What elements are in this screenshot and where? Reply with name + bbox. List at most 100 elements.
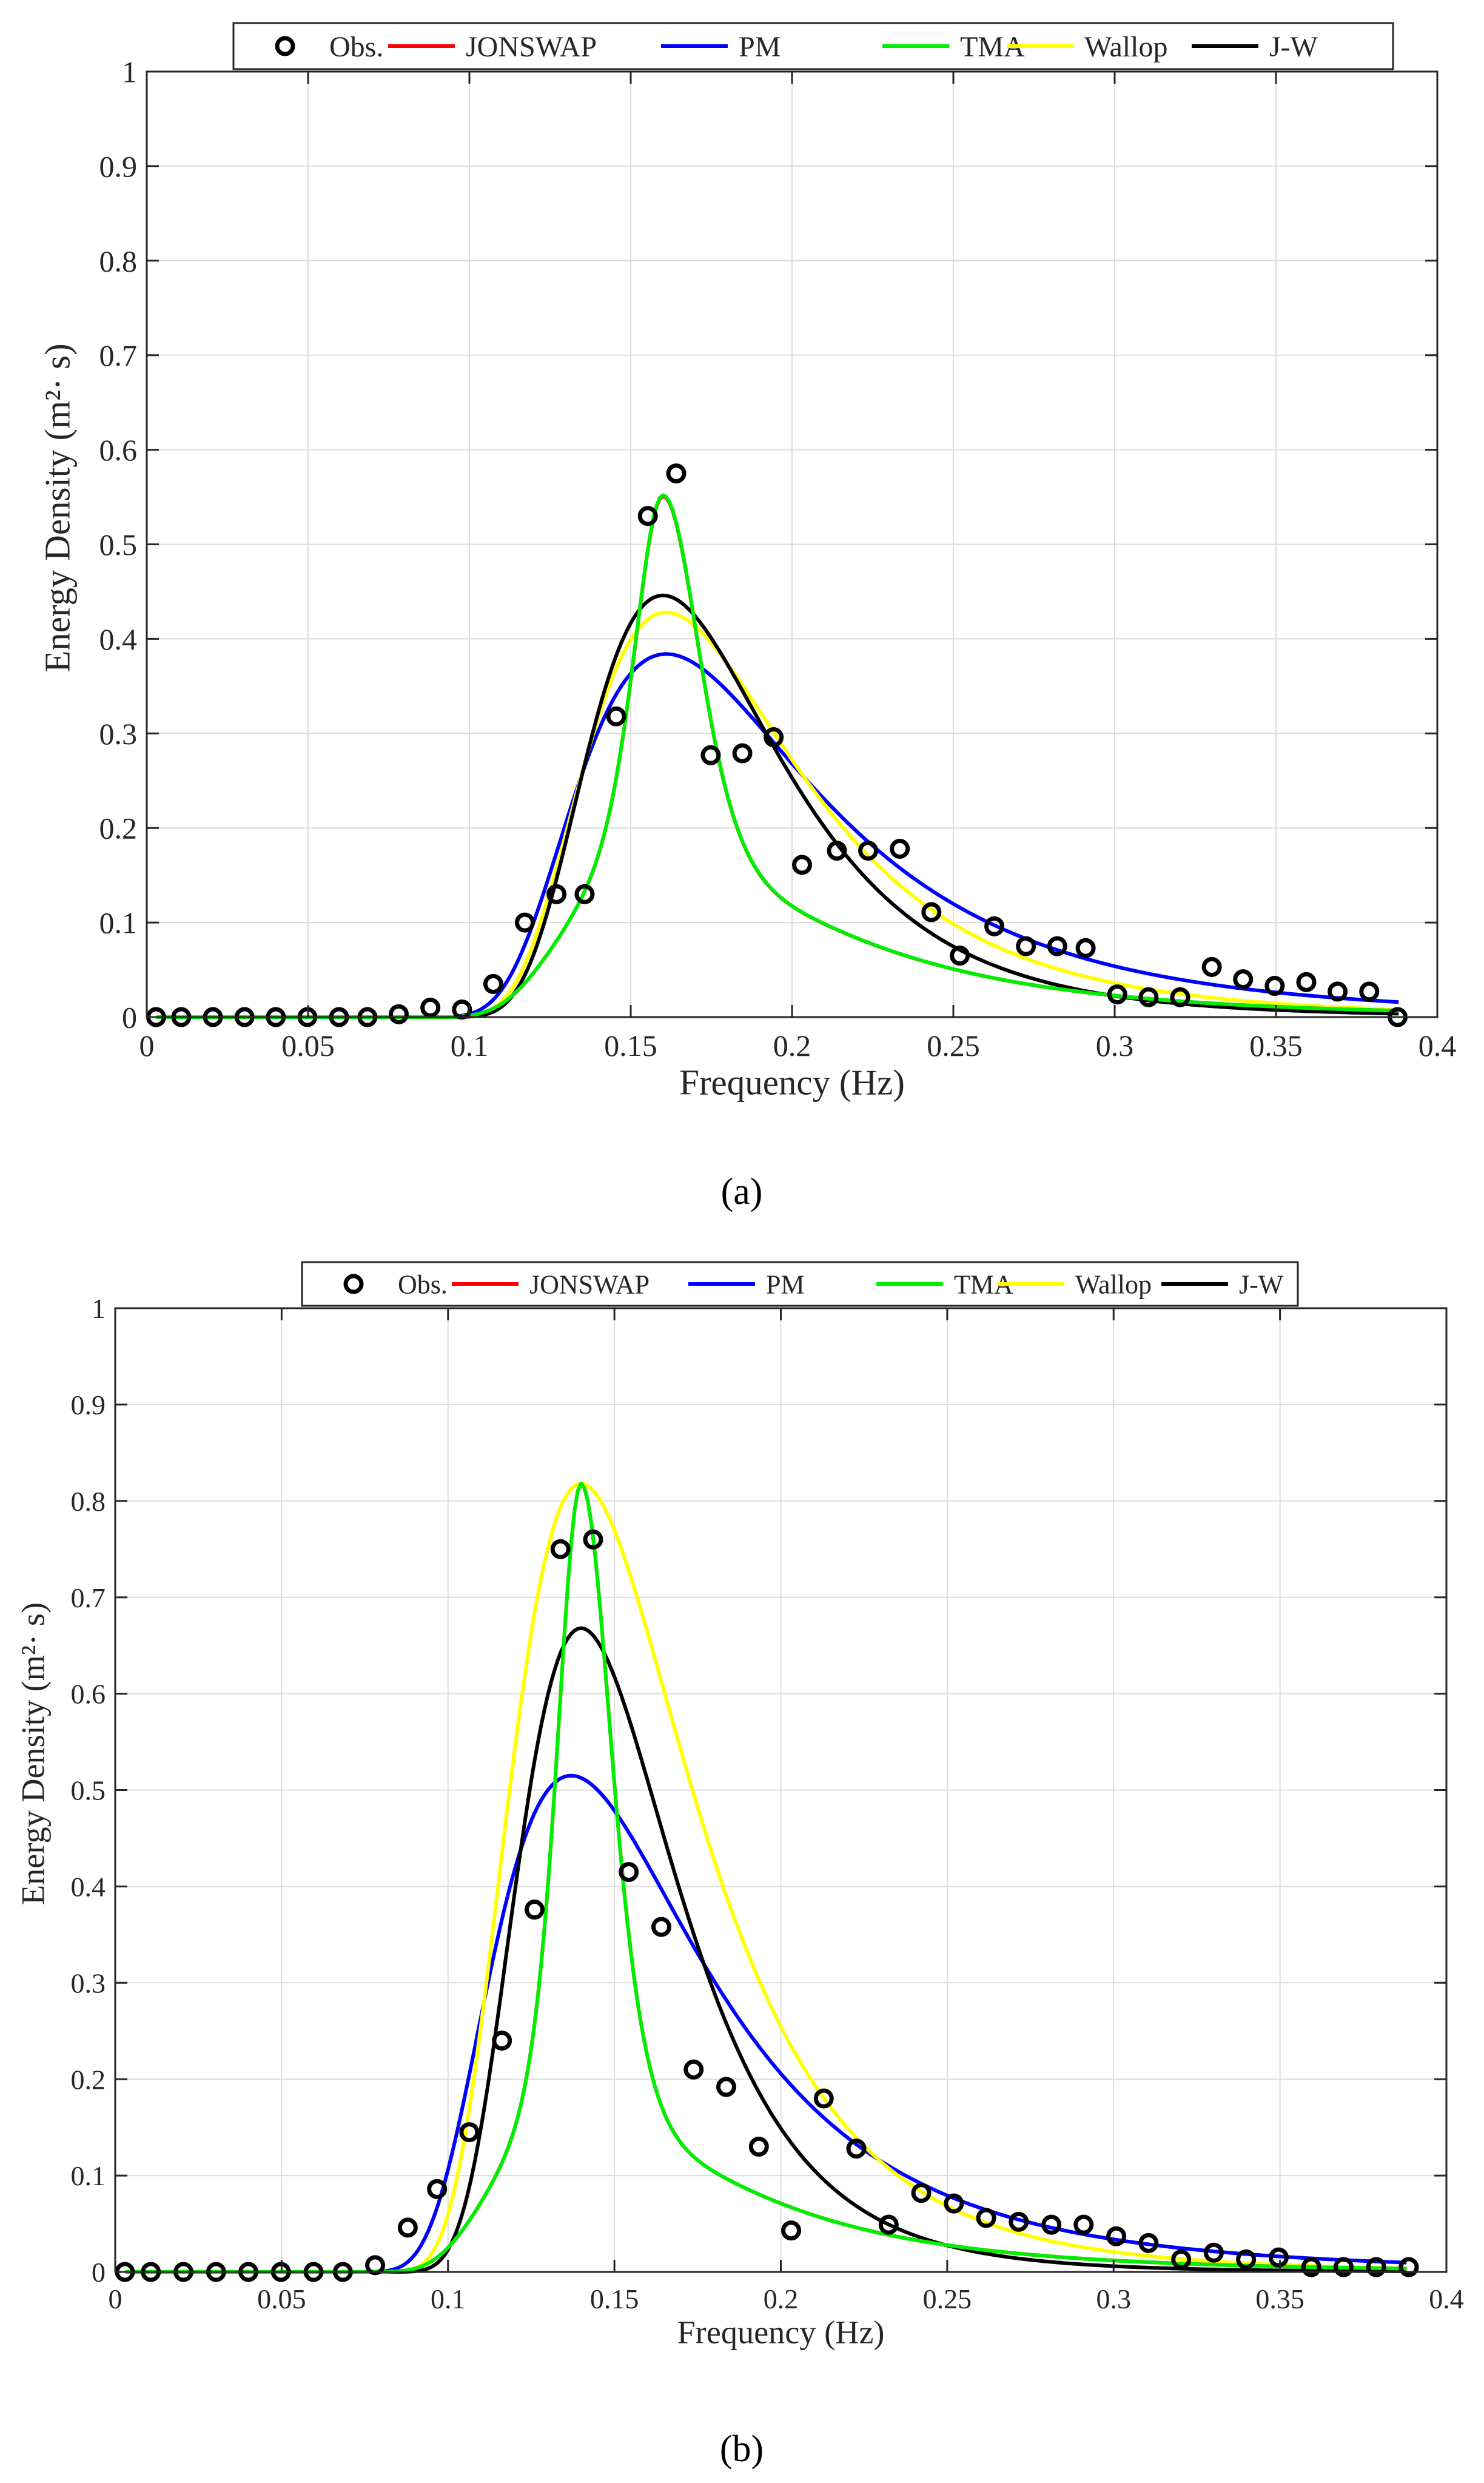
chart-panel-b: 0 0.05 0.1 0.15 0.2 0.25 0.3 0.35 0.4 0 0.1 0.2 0.3 0… — [15, 1261, 1464, 2470]
legend-label: J-W — [1269, 31, 1318, 63]
obs-point — [1398, 2257, 1419, 2277]
obs-point — [1009, 2211, 1029, 2232]
legend-label: Obs. — [398, 1269, 448, 1299]
y-tick-label: 0.5 — [99, 528, 138, 562]
y-tick-label: 0.6 — [99, 433, 138, 467]
x-tick-label: 0.2 — [773, 1029, 811, 1063]
obs-point — [1073, 2214, 1094, 2235]
legend-marker-obs — [275, 36, 295, 56]
obs-point — [550, 1539, 571, 1559]
obs-point — [748, 2136, 769, 2157]
y-tick-label: 0 — [122, 1001, 137, 1035]
x-tick-label: 0.3 — [1096, 1029, 1134, 1063]
y-tick-label: 0.9 — [99, 149, 138, 183]
obs-point — [1075, 938, 1096, 958]
obs-point — [911, 2183, 932, 2203]
obs-point — [515, 912, 536, 933]
obs-point — [1268, 2247, 1289, 2268]
x-tick-label: 0 — [139, 1029, 155, 1063]
obs-point — [1301, 2257, 1321, 2277]
obs-point — [365, 2255, 386, 2276]
legend-label: JONSWAP — [466, 31, 597, 63]
obs-point — [716, 2077, 737, 2097]
x-axis-label: Frequency (Hz) — [679, 1063, 905, 1103]
obs-point — [1366, 2257, 1386, 2277]
x-tick-label: 0.2 — [764, 2283, 799, 2314]
obs-point — [1333, 2257, 1354, 2277]
obs-point — [858, 841, 879, 861]
panel-label: (b) — [720, 2428, 764, 2470]
obs-point — [700, 745, 721, 765]
obs-point — [492, 2031, 512, 2051]
x-tick-label: 0.4 — [1419, 1029, 1457, 1063]
x-tick-label: 0.15 — [604, 1029, 657, 1063]
y-tick-label: 0.2 — [71, 2064, 106, 2095]
y-tick-label: 0.6 — [71, 1679, 106, 1710]
y-tick-label: 0.1 — [99, 906, 138, 940]
obs-point — [732, 743, 753, 764]
chart-panel-a: 0 0.05 0.1 0.15 0.2 0.25 0.3 0.35 0.4 0 0.1 0.2 0.3 0… — [38, 22, 1457, 1212]
legend-label: Wallop — [1075, 1269, 1152, 1299]
obs-point — [846, 2139, 867, 2159]
obs-point — [1203, 2242, 1224, 2263]
y-tick-label: 0.8 — [99, 244, 138, 278]
obs-point — [1233, 969, 1254, 990]
legend-label: J-W — [1239, 1269, 1284, 1299]
legend-label: Obs. — [329, 31, 383, 63]
y-tick-label: 0.7 — [71, 1582, 106, 1613]
x-tick-label: 0.1 — [431, 2283, 466, 2314]
legend: Obs. JONSWAP PM TMA Wallop J-W — [232, 22, 1394, 70]
obs-point — [546, 884, 567, 904]
obs-point — [1171, 2249, 1192, 2270]
y-tick-label: 0.5 — [71, 1775, 106, 1806]
x-tick-label: 0 — [109, 2283, 123, 2314]
obs-point — [827, 841, 847, 861]
obs-point — [524, 1900, 545, 1920]
x-tick-label: 0.25 — [923, 2283, 972, 2314]
obs-point — [583, 1529, 603, 1550]
obs-point — [921, 902, 942, 922]
obs-point — [1041, 2214, 1062, 2235]
y-tick-label: 0.3 — [99, 717, 138, 751]
obs-point — [781, 2220, 802, 2241]
obs-point — [1138, 2233, 1159, 2253]
obs-point — [420, 997, 441, 1018]
y-axis-label: Energy Density (m²· s) — [15, 1602, 52, 1905]
obs-point — [1264, 976, 1285, 996]
obs-point — [1328, 981, 1348, 1002]
x-tick-label: 0.05 — [257, 2283, 306, 2314]
obs-point — [459, 2122, 480, 2143]
y-tick-label: 0.4 — [99, 622, 138, 656]
obs-point — [666, 463, 687, 484]
x-tick-label: 0.05 — [281, 1029, 335, 1063]
obs-point — [944, 2193, 964, 2214]
obs-point — [1138, 987, 1159, 1007]
y-axis-label: Energy Density (m²· s) — [38, 343, 78, 673]
obs-point — [764, 727, 784, 748]
y-tick-label: 0.9 — [71, 1389, 106, 1420]
obs-point — [651, 1917, 671, 1937]
x-tick-label: 0.35 — [1249, 1029, 1303, 1063]
obs-point — [637, 506, 658, 526]
x-tick-label: 0.4 — [1429, 2283, 1464, 2314]
obs-point — [1359, 981, 1380, 1002]
x-tick-label: 0.35 — [1255, 2283, 1304, 2314]
legend: Obs. JONSWAP PM TMA Wallop J-W — [301, 1261, 1299, 1307]
obs-point — [1296, 972, 1317, 992]
y-tick-label: 0.3 — [71, 1967, 106, 1998]
x-tick-label: 0.25 — [927, 1029, 980, 1063]
obs-point — [397, 2217, 418, 2238]
obs-point — [1170, 987, 1190, 1007]
obs-point — [619, 1862, 639, 1883]
x-axis-label: Frequency (Hz) — [677, 2314, 884, 2350]
obs-point — [878, 2214, 899, 2235]
obs-point — [1201, 956, 1222, 977]
obs-point — [791, 855, 812, 875]
obs-point — [1236, 2249, 1257, 2270]
obs-point — [1047, 936, 1067, 956]
x-tick-label: 0.1 — [451, 1029, 489, 1063]
obs-point — [1107, 984, 1127, 1005]
obs-point — [976, 2208, 996, 2228]
obs-point — [1016, 936, 1036, 956]
